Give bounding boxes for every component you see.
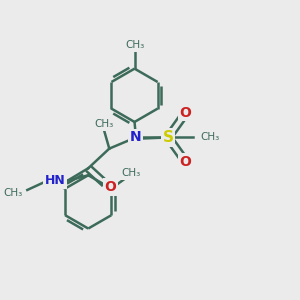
Text: CH₃: CH₃ — [121, 168, 141, 178]
Text: N: N — [130, 130, 142, 144]
Text: CH₃: CH₃ — [94, 119, 113, 129]
Text: S: S — [163, 130, 174, 145]
Text: O: O — [104, 180, 116, 194]
Text: HN: HN — [45, 174, 66, 188]
Text: O: O — [180, 106, 191, 120]
Text: CH₃: CH₃ — [3, 188, 22, 198]
Text: CH₃: CH₃ — [200, 132, 220, 142]
Text: CH₃: CH₃ — [125, 40, 144, 50]
Text: O: O — [180, 155, 191, 169]
